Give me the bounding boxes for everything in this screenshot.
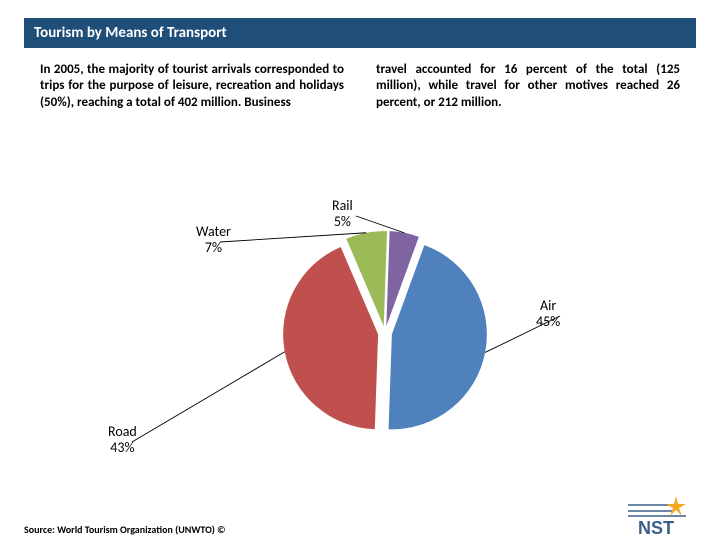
pie-label-water: Water7% xyxy=(196,224,231,256)
leader-line-road xyxy=(132,352,285,442)
title-bar: Tourism by Means of Transport xyxy=(24,18,696,48)
paragraph-left: In 2005, the majority of tourist arrival… xyxy=(40,62,344,111)
logo-star-icon xyxy=(666,496,686,516)
leader-line-rail xyxy=(356,216,404,233)
pie-label-rail: Rail5% xyxy=(332,198,353,230)
paragraph-right: travel accounted for 16 percent of the t… xyxy=(376,62,680,111)
leader-line-water xyxy=(220,233,366,242)
body-paragraph: In 2005, the majority of tourist arrival… xyxy=(40,62,680,111)
logo-text: NST xyxy=(638,518,674,538)
pie-label-road: Road43% xyxy=(108,424,137,456)
nst-logo: NST xyxy=(622,492,692,540)
source-text: Source: World Tourism Organization (UNWT… xyxy=(24,523,225,536)
pie-label-air: Air45% xyxy=(536,298,560,330)
source-citation: Source: World Tourism Organization (UNWT… xyxy=(24,523,225,536)
page-title: Tourism by Means of Transport xyxy=(34,24,227,42)
pie-chart: Air45% Road43% Water7% Rail5% xyxy=(0,198,720,498)
